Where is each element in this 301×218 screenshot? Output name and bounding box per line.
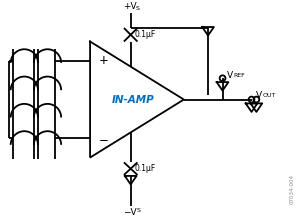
Text: S: S bbox=[135, 6, 139, 11]
Text: +: + bbox=[99, 54, 109, 67]
Text: S: S bbox=[136, 208, 140, 213]
Text: 0.1µF: 0.1µF bbox=[135, 164, 156, 173]
Text: −: − bbox=[99, 134, 109, 147]
Text: 0.1µF: 0.1µF bbox=[135, 30, 156, 39]
Text: −V: −V bbox=[123, 208, 137, 217]
Text: +V: +V bbox=[123, 2, 137, 11]
Text: REF: REF bbox=[233, 73, 245, 78]
Text: V: V bbox=[256, 91, 262, 100]
Text: IN-AMP: IN-AMP bbox=[112, 95, 154, 104]
Text: V: V bbox=[227, 71, 234, 80]
Text: OUT: OUT bbox=[262, 93, 275, 98]
Text: 07034-004: 07034-004 bbox=[290, 174, 295, 204]
